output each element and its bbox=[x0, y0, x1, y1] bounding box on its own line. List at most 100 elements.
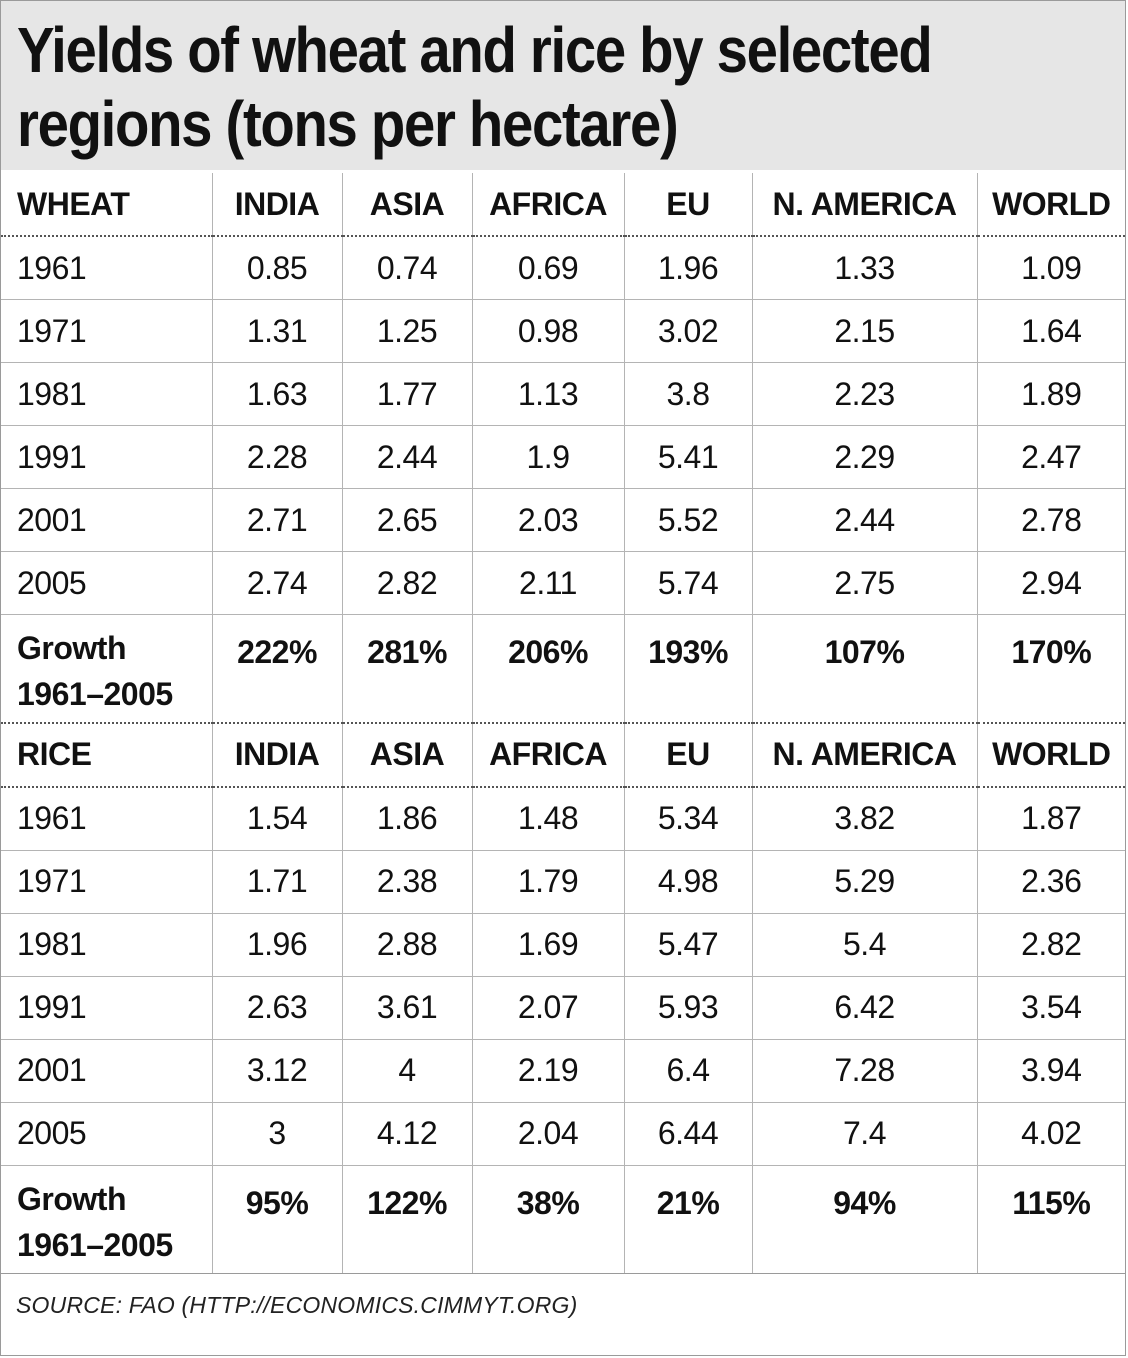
table-row: 1991 2.63 3.61 2.07 5.93 6.42 3.54 bbox=[1, 976, 1125, 1040]
year-label: 1961 bbox=[1, 236, 212, 300]
growth-cell: 193% bbox=[623, 614, 752, 724]
yield-cell: 6.44 bbox=[623, 1102, 752, 1166]
yield-cell: 1.25 bbox=[341, 299, 472, 363]
table-body: WHEAT INDIA ASIA AFRICA EU N. AMERICA WORLD 196… bbox=[1, 173, 1125, 1274]
yield-cell: 5.47 bbox=[623, 913, 752, 977]
yield-cell: 4.98 bbox=[623, 850, 752, 914]
table-row: 2001 3.12 4 2.19 6.4 7.28 3.94 bbox=[1, 1039, 1125, 1103]
table-row: 2001 2.71 2.65 2.03 5.52 2.44 2.78 bbox=[1, 488, 1125, 552]
yield-cell: 2.88 bbox=[341, 913, 472, 977]
column-header: EU bbox=[623, 173, 752, 237]
column-header: INDIA bbox=[211, 173, 342, 237]
table-row: 1981 1.63 1.77 1.13 3.8 2.23 1.89 bbox=[1, 362, 1125, 426]
yield-cell: 2.29 bbox=[751, 425, 977, 489]
year-label: 1981 bbox=[1, 362, 212, 426]
yield-cell: 5.52 bbox=[623, 488, 752, 552]
section-title: WHEAT bbox=[1, 173, 212, 237]
growth-cell: 107% bbox=[751, 614, 977, 724]
yield-cell: 2.63 bbox=[211, 976, 342, 1040]
growth-row-rice: Growth 1961–2005 95% 122% 38% 21% 94% 115% bbox=[1, 1165, 1125, 1274]
column-header: INDIA bbox=[211, 722, 342, 788]
column-header: AFRICA bbox=[471, 722, 624, 788]
yield-cell: 2.23 bbox=[751, 362, 977, 426]
yield-cell: 1.69 bbox=[471, 913, 624, 977]
growth-cell: 94% bbox=[751, 1165, 977, 1274]
column-header: WORLD bbox=[976, 173, 1125, 237]
yield-cell: 6.42 bbox=[751, 976, 977, 1040]
section-header-row-wheat: WHEAT INDIA ASIA AFRICA EU N. AMERICA WORLD bbox=[1, 173, 1125, 237]
growth-cell: 122% bbox=[341, 1165, 472, 1274]
yield-cell: 5.41 bbox=[623, 425, 752, 489]
growth-cell: 281% bbox=[341, 614, 472, 724]
yield-cell: 3 bbox=[211, 1102, 342, 1166]
yield-cell: 1.9 bbox=[471, 425, 624, 489]
source-note: SOURCE: FAO (HTTP://ECONOMICS.CIMMYT.ORG… bbox=[16, 1292, 578, 1318]
yield-table: WHEAT INDIA ASIA AFRICA EU N. AMERICA WORLD 196… bbox=[1, 173, 1125, 1274]
yield-cell: 1.09 bbox=[976, 236, 1125, 300]
column-header: N. AMERICA bbox=[751, 173, 977, 237]
yield-cell: 2.82 bbox=[976, 913, 1125, 977]
yield-cell: 3.82 bbox=[751, 786, 977, 851]
yield-cell: 2.38 bbox=[341, 850, 472, 914]
yield-cell: 1.64 bbox=[976, 299, 1125, 363]
yield-cell: 1.96 bbox=[211, 913, 342, 977]
growth-label: Growth 1961–2005 bbox=[1, 1165, 212, 1274]
yield-cell: 3.8 bbox=[623, 362, 752, 426]
yield-cell: 1.33 bbox=[751, 236, 977, 300]
table-row: 1971 1.31 1.25 0.98 3.02 2.15 1.64 bbox=[1, 299, 1125, 363]
column-header: EU bbox=[623, 722, 752, 788]
year-label: 1981 bbox=[1, 913, 212, 977]
yield-cell: 2.75 bbox=[751, 551, 977, 615]
year-label: 1991 bbox=[1, 425, 212, 489]
column-header: ASIA bbox=[341, 722, 472, 788]
yield-cell: 2.44 bbox=[341, 425, 472, 489]
section-title: RICE bbox=[1, 722, 212, 788]
growth-label-line1: Growth bbox=[17, 1180, 126, 1217]
column-header: N. AMERICA bbox=[751, 722, 977, 788]
chart-title: Yields of wheat and rice by selected reg… bbox=[17, 14, 933, 160]
yield-cell: 1.89 bbox=[976, 362, 1125, 426]
year-label: 1991 bbox=[1, 976, 212, 1040]
yield-cell: 2.78 bbox=[976, 488, 1125, 552]
yield-cell: 1.87 bbox=[976, 786, 1125, 851]
yield-cell: 2.15 bbox=[751, 299, 977, 363]
year-label: 2005 bbox=[1, 1102, 212, 1166]
yield-cell: 2.82 bbox=[341, 551, 472, 615]
yield-cell: 2.71 bbox=[211, 488, 342, 552]
yield-cell: 2.07 bbox=[471, 976, 624, 1040]
yield-cell: 5.74 bbox=[623, 551, 752, 615]
yield-cell: 3.12 bbox=[211, 1039, 342, 1103]
growth-cell: 38% bbox=[471, 1165, 624, 1274]
growth-label: Growth 1961–2005 bbox=[1, 614, 212, 724]
yield-cell: 4.12 bbox=[341, 1102, 472, 1166]
yield-cell: 2.11 bbox=[471, 551, 624, 615]
yield-cell: 0.74 bbox=[341, 236, 472, 300]
yield-cell: 1.77 bbox=[341, 362, 472, 426]
table-row: 1971 1.71 2.38 1.79 4.98 5.29 2.36 bbox=[1, 850, 1125, 914]
yield-cell: 5.4 bbox=[751, 913, 977, 977]
growth-label-line1: Growth bbox=[17, 630, 126, 666]
yield-cell: 5.29 bbox=[751, 850, 977, 914]
table-row: 2005 3 4.12 2.04 6.44 7.4 4.02 bbox=[1, 1102, 1125, 1166]
title-banner: Yields of wheat and rice by selected reg… bbox=[1, 1, 1125, 170]
yield-cell: 2.65 bbox=[341, 488, 472, 552]
yield-cell: 1.79 bbox=[471, 850, 624, 914]
yield-cell: 2.47 bbox=[976, 425, 1125, 489]
yield-cell: 2.04 bbox=[471, 1102, 624, 1166]
yield-cell: 7.4 bbox=[751, 1102, 977, 1166]
table-row: 1961 0.85 0.74 0.69 1.96 1.33 1.09 bbox=[1, 236, 1125, 300]
yield-cell: 0.85 bbox=[211, 236, 342, 300]
yield-cell: 1.31 bbox=[211, 299, 342, 363]
yield-cell: 1.63 bbox=[211, 362, 342, 426]
growth-cell: 206% bbox=[471, 614, 624, 724]
yield-cell: 0.69 bbox=[471, 236, 624, 300]
growth-label-line2: 1961–2005 bbox=[17, 1226, 173, 1263]
table-row: 2005 2.74 2.82 2.11 5.74 2.75 2.94 bbox=[1, 551, 1125, 615]
yield-cell: 2.36 bbox=[976, 850, 1125, 914]
yield-cell: 4 bbox=[341, 1039, 472, 1103]
yield-cell: 3.94 bbox=[976, 1039, 1125, 1103]
table-row: 1981 1.96 2.88 1.69 5.47 5.4 2.82 bbox=[1, 913, 1125, 977]
year-label: 2005 bbox=[1, 551, 212, 615]
growth-cell: 222% bbox=[211, 614, 342, 724]
yield-cell: 6.4 bbox=[623, 1039, 752, 1103]
